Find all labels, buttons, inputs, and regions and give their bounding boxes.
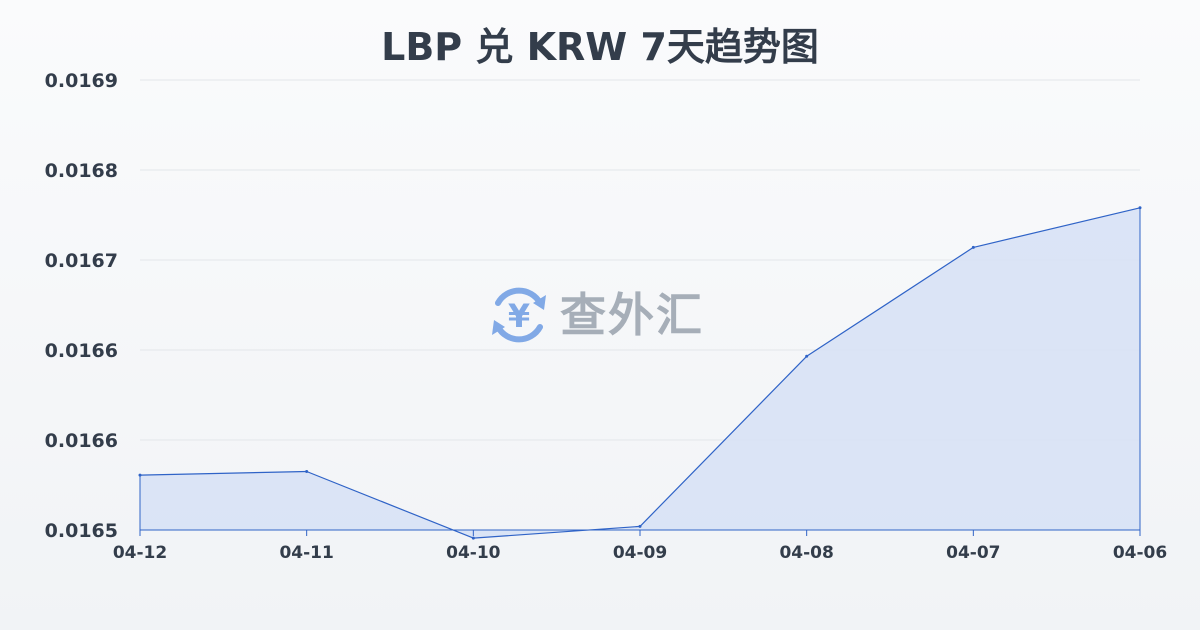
data-point xyxy=(971,245,975,249)
x-tick-label: 04-08 xyxy=(779,543,833,563)
yen-exchange-icon: ¥ xyxy=(492,287,546,343)
x-tick-label: 04-07 xyxy=(946,543,1000,563)
x-tick-label: 04-12 xyxy=(113,543,167,563)
y-tick-label: 0.0169 xyxy=(45,70,118,92)
x-tick-label: 04-09 xyxy=(613,543,667,563)
y-tick-label: 0.0165 xyxy=(45,520,118,542)
y-tick-label: 0.0167 xyxy=(45,250,118,272)
data-point xyxy=(1138,206,1142,210)
x-tick-label: 04-11 xyxy=(279,543,333,563)
y-axis: 0.0165 0.0166 0.0166 0.0167 0.0168 0.0169 xyxy=(45,70,118,542)
data-point xyxy=(638,524,642,528)
data-point xyxy=(138,473,142,477)
x-tick-label: 04-06 xyxy=(1113,543,1167,563)
watermark-text: 查外汇 xyxy=(560,288,704,342)
chart-title: LBP 兑 KRW 7天趋势图 xyxy=(381,25,819,69)
x-tick-label: 04-10 xyxy=(446,543,501,563)
data-point xyxy=(471,536,475,540)
y-tick-label: 0.0168 xyxy=(45,160,118,182)
plot-area xyxy=(138,206,1142,540)
data-point xyxy=(305,470,309,473)
watermark: ¥ 查外汇 xyxy=(492,287,704,343)
data-point xyxy=(805,354,809,358)
y-tick-label: 0.0166 xyxy=(45,340,118,362)
svg-text:¥: ¥ xyxy=(508,297,530,335)
series-area xyxy=(140,207,1140,539)
y-tick-label: 0.0166 xyxy=(45,430,118,452)
x-axis: 04-12 04-11 04-10 04-09 04-08 04-07 04-06 xyxy=(113,529,1167,563)
